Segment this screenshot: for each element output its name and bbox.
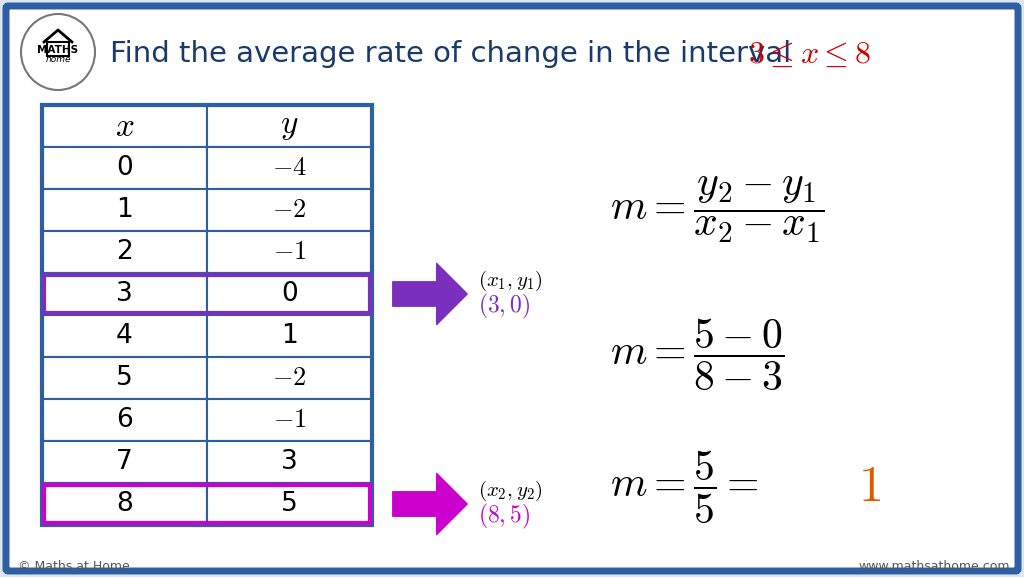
- Text: 3: 3: [282, 449, 298, 475]
- Bar: [42, 105, 372, 525]
- Text: 3: 3: [116, 281, 133, 307]
- FancyBboxPatch shape: [6, 6, 1018, 571]
- Ellipse shape: [22, 14, 95, 90]
- Text: © Maths at Home: © Maths at Home: [18, 560, 130, 572]
- Text: $-1$: $-1$: [272, 407, 306, 433]
- Bar: [44, 275, 370, 313]
- Text: $(x_1, y_1)$: $(x_1, y_1)$: [478, 269, 543, 293]
- Text: 1: 1: [282, 323, 298, 349]
- Bar: [207, 105, 372, 147]
- Text: 5: 5: [282, 491, 298, 517]
- Text: $3 \leq x \leq 8$: $3 \leq x \leq 8$: [748, 39, 870, 69]
- Bar: [42, 357, 207, 399]
- Bar: [207, 273, 372, 315]
- Text: $-2$: $-2$: [272, 365, 306, 391]
- Text: 7: 7: [116, 449, 133, 475]
- Text: 4: 4: [116, 323, 133, 349]
- Bar: [42, 483, 207, 525]
- Text: $-1$: $-1$: [272, 239, 306, 265]
- Bar: [207, 399, 372, 441]
- Bar: [42, 441, 207, 483]
- Text: $m = \dfrac{5}{5} = $: $m = \dfrac{5}{5} = $: [610, 448, 759, 526]
- Text: 0: 0: [282, 281, 298, 307]
- Text: $x$: $x$: [115, 110, 134, 143]
- Text: $(3, 0)$: $(3, 0)$: [478, 291, 530, 321]
- Text: $y$: $y$: [281, 110, 299, 143]
- Text: home: home: [45, 55, 71, 65]
- Bar: [42, 399, 207, 441]
- Text: 8: 8: [116, 491, 133, 517]
- Bar: [47, 42, 69, 56]
- Bar: [44, 485, 370, 523]
- Text: MATHS: MATHS: [38, 45, 79, 55]
- Bar: [207, 315, 372, 357]
- Text: 1: 1: [116, 197, 133, 223]
- Text: $1$: $1$: [858, 463, 881, 511]
- Text: $(8, 5)$: $(8, 5)$: [478, 501, 530, 530]
- Bar: [42, 105, 207, 147]
- Text: 2: 2: [116, 239, 133, 265]
- Bar: [207, 441, 372, 483]
- Text: $-4$: $-4$: [272, 155, 307, 181]
- Bar: [207, 357, 372, 399]
- Text: $m = \dfrac{5 - 0}{8 - 3}$: $m = \dfrac{5 - 0}{8 - 3}$: [610, 317, 784, 393]
- Text: $-2$: $-2$: [272, 197, 306, 223]
- Bar: [207, 231, 372, 273]
- Bar: [207, 483, 372, 525]
- Text: 0: 0: [116, 155, 133, 181]
- Bar: [42, 231, 207, 273]
- Bar: [42, 189, 207, 231]
- Bar: [207, 147, 372, 189]
- Text: 6: 6: [116, 407, 133, 433]
- Bar: [42, 273, 207, 315]
- Text: 5: 5: [116, 365, 133, 391]
- Text: Find the average rate of change in the interval: Find the average rate of change in the i…: [110, 40, 801, 68]
- Bar: [207, 189, 372, 231]
- Bar: [42, 147, 207, 189]
- Text: $(x_2, y_2)$: $(x_2, y_2)$: [478, 479, 543, 503]
- Bar: [42, 315, 207, 357]
- Text: www.mathsathome.com: www.mathsathome.com: [858, 560, 1010, 572]
- Text: $m = \dfrac{y_2 - y_1}{x_2 - x_1}$: $m = \dfrac{y_2 - y_1}{x_2 - x_1}$: [610, 175, 824, 245]
